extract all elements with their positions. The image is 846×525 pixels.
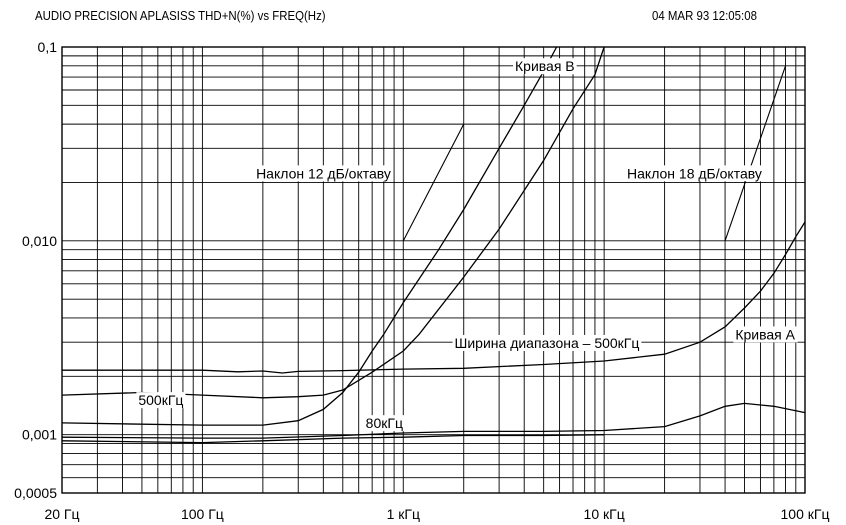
annotation: Ширина диапазона – 500кГц	[452, 334, 642, 351]
x-tick-label: 100 кГц	[781, 506, 830, 522]
series-line-1	[62, 221, 806, 374]
annotation: Кривая A	[733, 326, 798, 343]
y-tick-label: 0,0005	[14, 485, 57, 501]
annotation-bg	[513, 58, 577, 75]
annotation-bg	[254, 165, 393, 182]
x-tick-label: 20 Гц	[44, 506, 79, 522]
annotation-bg	[452, 334, 642, 351]
annotation-label: Кривая A	[735, 326, 795, 342]
slope-line-2	[724, 65, 787, 242]
annotation-label: Наклон 18 дБ/октаву	[627, 165, 762, 181]
annotation-label: Ширина диапазона – 500кГц	[455, 335, 640, 351]
series-group	[61, 46, 806, 444]
y-tick-label: 0,1	[38, 39, 58, 55]
annotation: Кривая B	[513, 58, 577, 75]
y-tick-label: 0,010	[22, 233, 57, 249]
chart-title: AUDIO PRECISION APLASISS THD+N(%) vs FRE…	[35, 8, 326, 23]
x-tick-label: 10 кГц	[584, 506, 625, 522]
y-tick-label: 0,001	[22, 427, 57, 443]
timestamp: 04 MAR 93 12:05:08	[652, 8, 757, 23]
annotation: 500кГц	[136, 392, 186, 409]
plot-frame	[61, 46, 806, 494]
slope-line-1	[402, 123, 465, 242]
annotation: Наклон 18 дБ/октаву	[625, 165, 764, 182]
series-line-4	[61, 402, 806, 439]
grid	[62, 47, 805, 493]
annotation-bg	[363, 415, 405, 432]
series-line-2	[61, 46, 558, 426]
series-line-5	[61, 434, 605, 444]
annotation-bg	[625, 165, 764, 182]
annotation: Наклон 12 дБ/октаву	[254, 165, 393, 182]
x-tick-labels: 20 Гц 100 Гц 1 кГц 10 кГц 100 кГц	[44, 506, 829, 522]
annotation-label: Кривая B	[515, 58, 575, 74]
annotation: 80кГц	[363, 415, 405, 432]
y-tick-labels: 0,1 0,010 0,001 0,0005	[14, 39, 57, 501]
annotation-label: 500кГц	[138, 392, 183, 408]
annotations: Кривая B Наклон 12 дБ/октаву Наклон 18 дБ/…	[136, 58, 798, 432]
annotation-label: Наклон 12 дБ/октаву	[256, 165, 391, 181]
x-tick-label: 100 Гц	[181, 506, 224, 522]
annotation-label: 80кГц	[366, 415, 403, 431]
series-line-3	[61, 46, 605, 399]
annotation-bg	[136, 392, 186, 409]
annotation-bg	[733, 326, 798, 343]
slope-lines	[402, 65, 787, 242]
x-tick-label: 1 кГц	[387, 506, 420, 522]
